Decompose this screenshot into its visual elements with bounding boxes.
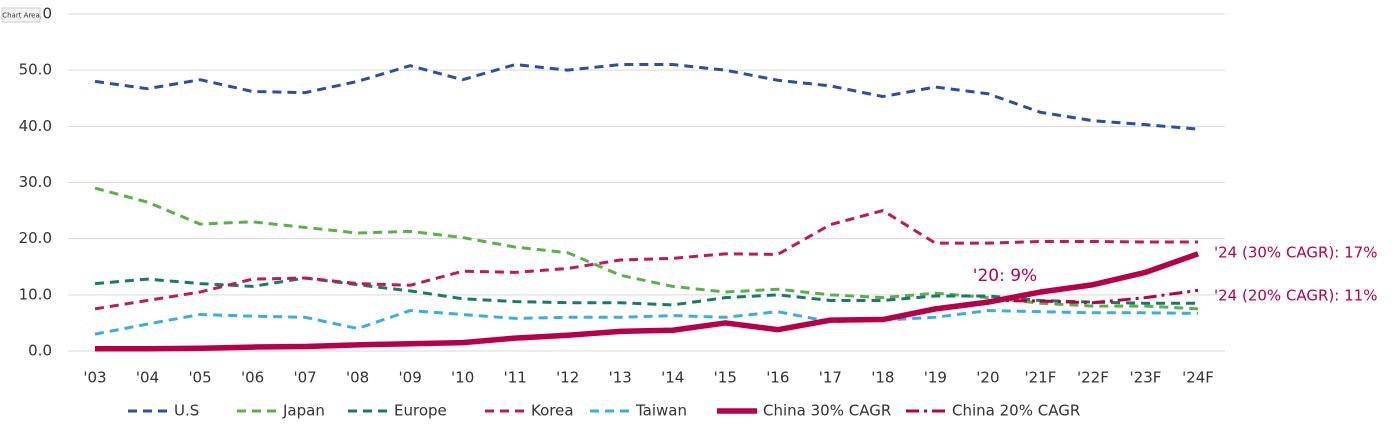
legend-label: Taiwan	[635, 402, 687, 420]
x-tick-label: '20	[976, 369, 999, 387]
x-tick-label: '24F	[1182, 369, 1214, 387]
tooltip-box	[1, 7, 41, 23]
legend-label: China 30% CAGR	[763, 402, 891, 420]
x-tick-label: '07	[293, 369, 316, 387]
y-tick-label: 0.0	[28, 342, 52, 360]
y-tick-label: 50.0	[19, 61, 52, 79]
x-tick-label: '19	[924, 369, 947, 387]
legend-item: Europe	[348, 402, 447, 420]
series-line	[94, 63, 1199, 131]
annotation: '24 (30% CAGR): 17%	[1214, 244, 1377, 262]
x-tick-label: '05	[188, 369, 211, 387]
x-tick-label: '11	[504, 369, 527, 387]
x-tick-label: '08	[346, 369, 369, 387]
plot: 0.010.020.030.040.050.060.0'03'04'05'06'…	[19, 5, 1225, 420]
x-tick-label: '04	[136, 369, 159, 387]
x-tick-label: '12	[556, 369, 579, 387]
x-tick-label: '14	[661, 369, 684, 387]
legend-label: U.S	[174, 402, 199, 420]
x-tick-label: '17	[819, 369, 842, 387]
x-tick-label: '15	[714, 369, 737, 387]
x-tick-label: '13	[609, 369, 632, 387]
y-tick-label: 30.0	[19, 173, 52, 191]
legend-label: China 20% CAGR	[952, 402, 1080, 420]
tooltip: Chart Area	[1, 7, 41, 23]
series-line	[95, 251, 1199, 352]
legend-label: Japan	[282, 402, 325, 420]
legend-item: Taiwan	[590, 402, 687, 420]
x-tick-label: '09	[399, 369, 422, 387]
legend-item: U.S	[128, 402, 199, 420]
y-tick-label: 10.0	[19, 285, 52, 303]
x-tick-label: '10	[451, 369, 474, 387]
legend-item: Korea	[485, 402, 574, 420]
legend-item: Japan	[237, 402, 325, 420]
x-tick-label: '16	[766, 369, 789, 387]
tooltip-text: Chart Area	[2, 12, 40, 20]
x-tick-label: '03	[83, 369, 106, 387]
y-tick-label: 20.0	[19, 229, 52, 247]
annotation: '20: 9%	[973, 266, 1037, 286]
series-line	[94, 209, 1198, 311]
series-line	[987, 288, 1199, 305]
legend-label: Europe	[394, 402, 447, 420]
legend-item: China 20% CAGR	[906, 402, 1080, 420]
legend-label: Korea	[531, 402, 574, 420]
x-tick-label: '23F	[1130, 369, 1162, 387]
x-tick-label: '18	[871, 369, 894, 387]
x-tick-label: '21F	[1025, 369, 1057, 387]
legend-item: China 30% CAGR	[717, 402, 891, 420]
y-tick-label: 40.0	[19, 117, 52, 135]
annotation: '24 (20% CAGR): 11%	[1214, 287, 1377, 305]
series-line	[94, 309, 1199, 336]
x-tick-label: '06	[241, 369, 264, 387]
x-tick-label: '22F	[1077, 369, 1109, 387]
